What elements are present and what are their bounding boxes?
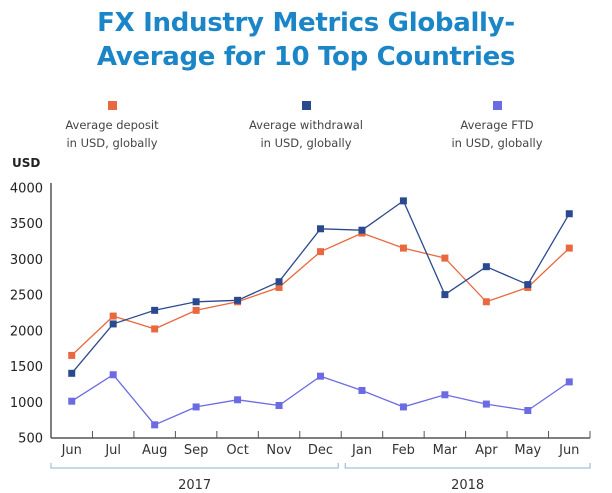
y-tick-label: 1000 <box>10 396 43 411</box>
data-point-1 <box>482 263 490 271</box>
y-tick-label: 2000 <box>10 324 43 339</box>
data-point-2 <box>358 386 366 394</box>
data-point-1 <box>441 291 449 299</box>
title-line-2: Average for 10 Top Countries <box>96 42 516 72</box>
x-tick-label: Jun <box>61 443 82 458</box>
data-point-0 <box>482 298 490 306</box>
legend-withdrawal: Average withdrawal in USD, globally <box>216 101 396 152</box>
y-tick-label: 3500 <box>10 217 43 232</box>
data-point-0 <box>68 351 76 359</box>
data-point-0 <box>399 244 407 252</box>
data-point-2 <box>68 397 76 405</box>
data-point-2 <box>109 371 117 379</box>
data-point-1 <box>192 298 200 306</box>
legend-label: in USD, globally <box>451 136 543 150</box>
y-tick-label: 1500 <box>10 360 43 375</box>
data-point-0 <box>109 312 117 320</box>
data-point-2 <box>275 402 283 410</box>
data-point-1 <box>399 197 407 205</box>
x-tick-label: Jan <box>351 443 372 458</box>
x-tick-label: Mar <box>433 443 458 458</box>
data-point-0 <box>275 283 283 291</box>
x-tick-label: Aug <box>142 443 167 458</box>
data-point-1 <box>565 210 573 218</box>
data-point-2 <box>565 378 573 386</box>
x-tick-label: Oct <box>226 443 248 458</box>
data-point-2 <box>524 407 532 415</box>
data-point-2 <box>482 400 490 408</box>
x-tick-label: Jun <box>558 443 579 458</box>
x-tick-label: Feb <box>392 443 415 458</box>
title-line-1: FX Industry Metrics Globally- <box>97 8 515 38</box>
series-line-2 <box>71 373 570 426</box>
y-tick-label: 2500 <box>10 289 43 304</box>
x-tick-label: Dec <box>308 443 333 458</box>
x-tick-label: Sep <box>184 443 209 458</box>
data-point-2 <box>234 396 242 404</box>
legend-label: in USD, globally <box>66 136 158 150</box>
data-point-1 <box>151 306 159 314</box>
year-bracket <box>344 463 591 469</box>
legend-swatch-deposit <box>107 101 117 110</box>
x-tick-label: Nov <box>266 443 292 458</box>
data-point-1 <box>68 369 76 377</box>
data-point-2 <box>399 403 407 411</box>
data-point-1 <box>109 320 117 328</box>
legend-deposit: Average deposit in USD, globally <box>22 101 202 152</box>
legend-label: Average deposit <box>65 118 159 132</box>
data-point-1 <box>317 225 324 233</box>
data-point-1 <box>358 226 366 234</box>
year-label: 2018 <box>451 478 484 493</box>
data-point-0 <box>565 244 573 252</box>
legend-ftd: Average FTD in USD, globally <box>407 101 587 152</box>
y-tick-label: 3000 <box>10 253 43 268</box>
data-point-0 <box>441 254 449 262</box>
chart-title: FX Industry Metrics Globally- Average fo… <box>0 6 612 74</box>
y-tick-label: 500 <box>18 432 43 447</box>
x-tick-label: Apr <box>475 443 498 458</box>
x-tick-label: Jul <box>104 443 121 458</box>
data-point-0 <box>317 248 324 256</box>
year-bracket <box>50 463 339 469</box>
data-point-1 <box>275 278 283 286</box>
legend-swatch-withdrawal <box>301 101 311 110</box>
data-point-1 <box>524 281 532 289</box>
data-point-0 <box>192 306 200 314</box>
data-point-2 <box>151 421 159 429</box>
legend-label: Average FTD <box>460 118 534 132</box>
legend-label: Average withdrawal <box>248 118 363 132</box>
x-tick-label: May <box>514 443 541 458</box>
data-point-1 <box>234 296 242 304</box>
year-label: 2017 <box>178 478 211 493</box>
y-axis-unit: USD <box>12 156 41 170</box>
data-point-2 <box>317 372 324 380</box>
y-tick-label: 4000 <box>10 181 43 196</box>
legend-swatch-ftd <box>492 101 502 110</box>
data-point-2 <box>192 403 200 411</box>
legend-label: in USD, globally <box>260 136 352 150</box>
data-point-0 <box>151 325 159 333</box>
data-point-2 <box>441 391 449 399</box>
